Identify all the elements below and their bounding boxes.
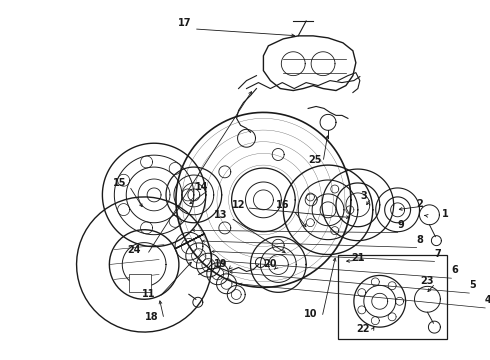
Text: 3: 3 <box>361 191 367 201</box>
Text: 7: 7 <box>434 248 441 258</box>
Text: 10: 10 <box>304 309 318 319</box>
Text: 13: 13 <box>214 210 227 220</box>
Text: 4: 4 <box>485 295 490 305</box>
Text: 24: 24 <box>127 244 141 255</box>
Text: 8: 8 <box>416 235 423 245</box>
Text: 17: 17 <box>178 18 192 28</box>
Text: 5: 5 <box>469 280 475 291</box>
Text: 18: 18 <box>145 312 159 322</box>
Text: 23: 23 <box>421 276 434 287</box>
FancyBboxPatch shape <box>129 274 151 292</box>
Text: 21: 21 <box>351 252 365 262</box>
Text: 12: 12 <box>232 200 245 210</box>
FancyBboxPatch shape <box>338 255 447 339</box>
Text: 20: 20 <box>264 260 277 270</box>
Text: 1: 1 <box>442 209 449 219</box>
Text: 2: 2 <box>416 199 423 209</box>
Text: 25: 25 <box>308 155 322 165</box>
Text: 6: 6 <box>451 265 458 275</box>
Text: 19: 19 <box>214 260 227 270</box>
Text: 11: 11 <box>143 289 156 299</box>
Text: 16: 16 <box>275 200 289 210</box>
Text: 14: 14 <box>195 182 209 192</box>
Text: 9: 9 <box>397 220 404 230</box>
Text: 22: 22 <box>356 324 369 334</box>
Text: 15: 15 <box>113 178 126 188</box>
